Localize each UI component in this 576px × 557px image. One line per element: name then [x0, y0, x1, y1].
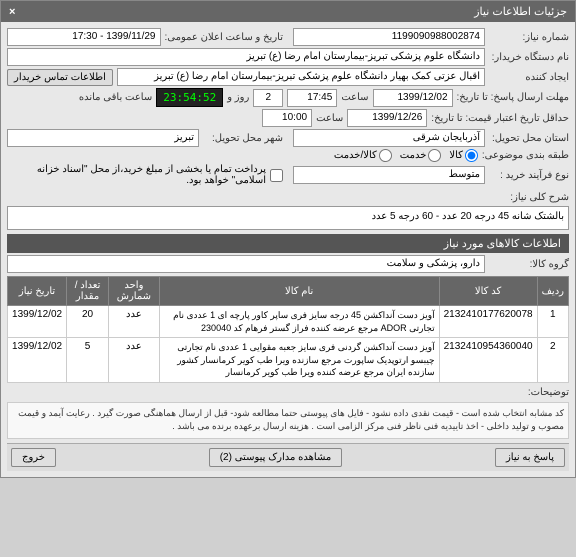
remaining-days-label: روز و: [227, 92, 249, 103]
cell-name: آویز دست آنداکشن 45 درجه سایز فری ساپر ک…: [159, 306, 439, 338]
goods-section-header: اطلاعات کالاهای مورد نیاز: [7, 234, 569, 253]
announce-date-label: تاریخ و ساعت اعلان عمومی:: [165, 32, 284, 43]
col-date: تاریخ نیاز: [8, 277, 67, 306]
category-label: طبقه بندی موضوعی:: [482, 150, 569, 161]
process-type-label: نوع فرآیند خرید :: [489, 170, 569, 181]
main-window: جزئیات اطلاعات نیاز × شماره نیاز: 119909…: [0, 0, 576, 478]
response-hour-value: 17:45: [287, 89, 337, 107]
col-code: کد کالا: [439, 277, 537, 306]
footer-bar: پاسخ به نیاز مشاهده مدارک پیوستی (2) خرو…: [7, 443, 569, 471]
category-service[interactable]: خدمت: [400, 149, 442, 162]
radio-goods[interactable]: [465, 149, 478, 162]
form-top: شماره نیاز: 1199090988002874 تاریخ و ساع…: [7, 28, 569, 186]
category-goods[interactable]: کالا: [449, 149, 478, 162]
creator-value: اقبال عزتی کمک بهیار دانشگاه علوم پزشکی …: [117, 68, 485, 86]
note-text: کد مشابه انتخاب شده است - قیمت نقدی داده…: [7, 402, 569, 439]
response-hour-label: ساعت: [341, 92, 368, 103]
countdown-timer: 23:54:52: [156, 88, 223, 107]
close-icon[interactable]: ×: [9, 6, 15, 18]
cell-idx: 1: [537, 306, 568, 338]
creator-label: ایجاد کننده: [489, 72, 569, 83]
announce-date-value: 1399/11/29 - 17:30: [7, 28, 161, 46]
buyer-org-value: دانشگاه علوم پزشکی تبریز-بیمارستان امام …: [7, 48, 485, 66]
cell-date: 1399/12/02: [8, 306, 67, 338]
cell-idx: 2: [537, 338, 568, 383]
delivery-city-value: تبریز: [7, 129, 199, 147]
need-number-label: شماره نیاز:: [489, 32, 569, 43]
goods-group-label: گروه کالا:: [489, 259, 569, 270]
cell-qty: 20: [67, 306, 109, 338]
payment-note: پرداخت تمام یا بخشی از مبلغ خرید،از محل …: [7, 164, 266, 186]
reply-button[interactable]: پاسخ به نیاز: [495, 448, 565, 467]
radio-service[interactable]: [428, 149, 441, 162]
delivery-province-label: استان محل تحویل:: [489, 133, 569, 144]
need-number-value: 1199090988002874: [293, 28, 485, 46]
titlebar: جزئیات اطلاعات نیاز ×: [1, 1, 575, 22]
goods-table: ردیف کد کالا نام کالا واحد شمارش تعداد /…: [7, 276, 569, 383]
cell-code: 2132410177620078: [439, 306, 537, 338]
process-type-value: متوسط: [293, 166, 485, 184]
window-title: جزئیات اطلاعات نیاز: [474, 5, 567, 18]
remaining-label: ساعت باقی مانده: [79, 92, 152, 103]
treasury-checkbox[interactable]: [270, 169, 283, 182]
remaining-days-value: 2: [253, 89, 283, 107]
price-validity-hour-label: ساعت: [316, 113, 343, 124]
radio-goods-service[interactable]: [379, 149, 392, 162]
cell-unit: عدد: [109, 306, 160, 338]
price-validity-label: حداقل تاریخ اعتبار قیمت: تا تاریخ:: [431, 113, 569, 124]
col-qty: تعداد / مقدار: [67, 277, 109, 306]
table-row: 22132410954360040آویز دست آنداکشن گردنی …: [8, 338, 569, 383]
delivery-province-value: آذربایجان شرقی: [293, 129, 485, 147]
col-idx: ردیف: [537, 277, 568, 306]
cell-name: آویز دست آنداکشن گردنی فری سایز جعبه مقو…: [159, 338, 439, 383]
price-validity-hour: 10:00: [262, 109, 312, 127]
description-label: شرح کلی نیاز:: [489, 192, 569, 203]
exit-button[interactable]: خروج: [11, 448, 56, 467]
price-validity-date: 1399/12/26: [347, 109, 427, 127]
description-text: بالشتک شانه 45 درجه 20 عدد - 60 درجه 5 ع…: [7, 206, 569, 230]
cell-date: 1399/12/02: [8, 338, 67, 383]
response-date-value: 1399/12/02: [373, 89, 453, 107]
buyer-org-label: نام دستگاه خریدار:: [489, 52, 569, 63]
note-label: توضیحات:: [489, 387, 569, 398]
table-header-row: ردیف کد کالا نام کالا واحد شمارش تعداد /…: [8, 277, 569, 306]
response-deadline-label: مهلت ارسال پاسخ: تا تاریخ:: [457, 92, 569, 103]
table-row: 12132410177620078آویز دست آنداکشن 45 درج…: [8, 306, 569, 338]
delivery-city-label: شهر محل تحویل:: [203, 133, 283, 144]
cell-qty: 5: [67, 338, 109, 383]
col-name: نام کالا: [159, 277, 439, 306]
goods-group-value: دارو، پزشکی و سلامت: [7, 255, 485, 273]
content-area: شماره نیاز: 1199090988002874 تاریخ و ساع…: [1, 22, 575, 477]
cell-unit: عدد: [109, 338, 160, 383]
attachments-button[interactable]: مشاهده مدارک پیوستی (2): [209, 448, 343, 467]
cell-code: 2132410954360040: [439, 338, 537, 383]
contact-buyer-button[interactable]: اطلاعات تماس خریدار: [7, 69, 113, 86]
col-unit: واحد شمارش: [109, 277, 160, 306]
category-goods-service[interactable]: کالا/خدمت: [334, 149, 392, 162]
category-radio-group: کالا خدمت کالا/خدمت: [334, 149, 478, 162]
